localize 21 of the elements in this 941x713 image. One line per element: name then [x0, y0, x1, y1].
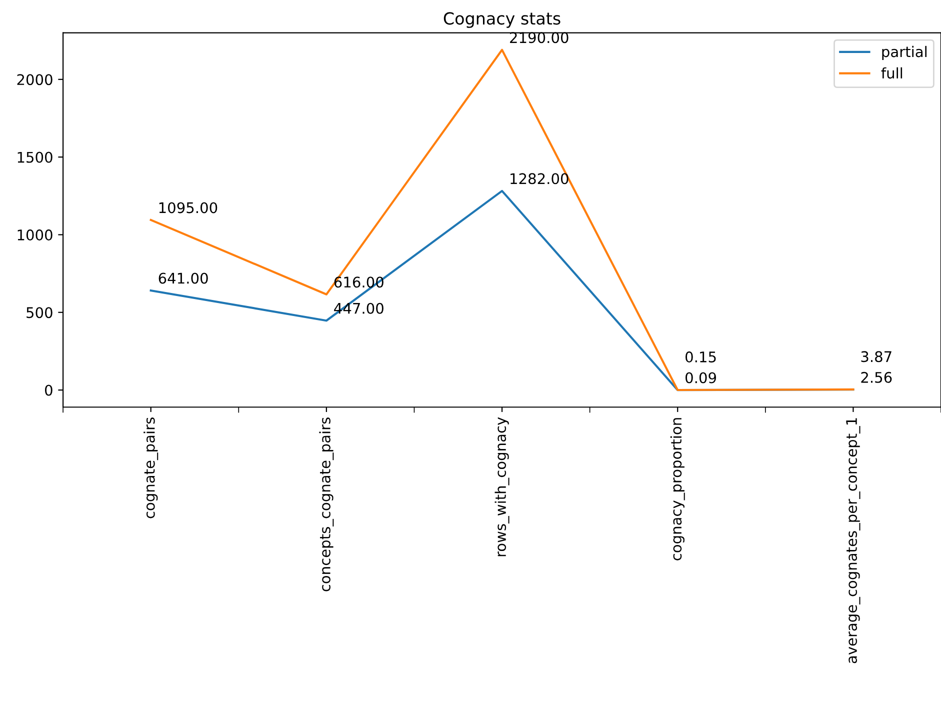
data-label: 1282.00: [510, 173, 568, 184]
data-label: 1095.00: [159, 202, 218, 214]
data-label: 0.15: [686, 351, 716, 362]
x-tick-label: cognacy_proportion: [670, 418, 685, 560]
data-label: 3.87: [861, 351, 892, 362]
data-label: 2.56: [861, 372, 892, 383]
y-tick-label: 0: [45, 384, 52, 396]
y-tick-label: 1000: [18, 229, 52, 240]
line-series: [150, 48, 854, 392]
x-tick-label: average_cognates_per_concept_1: [846, 418, 860, 664]
x-tick-label: rows_with_cognacy: [494, 417, 510, 556]
chart-title: Cognacy stats: [444, 12, 560, 28]
y-tick-label: 2000: [17, 74, 52, 86]
legend-label: partial: [882, 46, 927, 60]
x-tick-label: cognate_pairs: [144, 418, 158, 518]
legend-label: full: [881, 67, 902, 79]
y-tick-label: 1500: [18, 152, 52, 163]
y-tick-label: 500: [26, 307, 52, 318]
data-label: 0.09: [686, 372, 716, 384]
x-tick-label: concepts_cognate_pairs: [319, 418, 334, 592]
data-label: 641.00: [158, 272, 208, 284]
